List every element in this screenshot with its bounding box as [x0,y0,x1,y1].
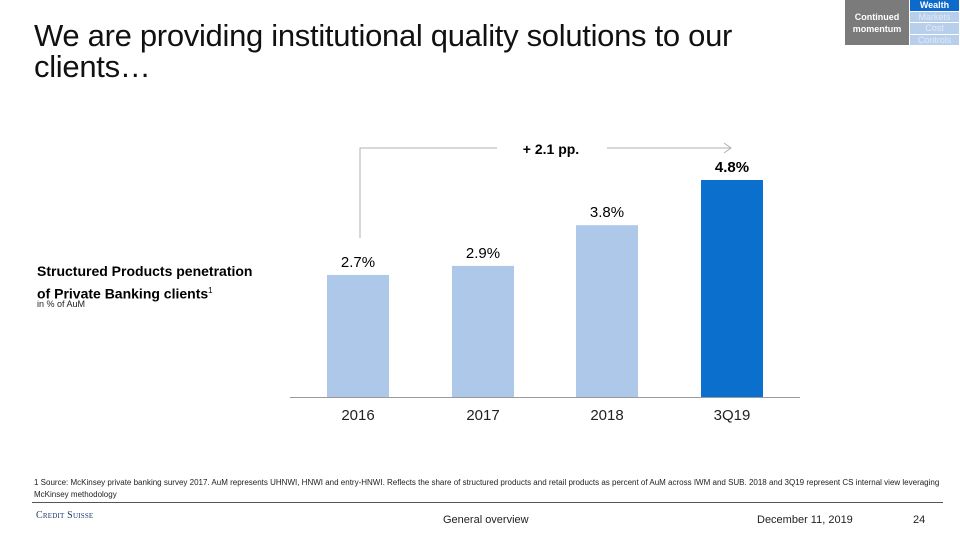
nav-item-wealth[interactable]: Wealth [910,0,959,11]
bar-2018 [576,225,638,397]
annotation-bracket [359,147,497,238]
annotation-label: + 2.1 pp. [523,141,579,157]
section-nav-box: Continued momentum Wealth Markets Cost C… [845,0,959,45]
bar-2017 [452,265,514,397]
data-label: 3.8% [590,204,624,221]
data-label: 2.7% [341,254,375,271]
page-number: 24 [913,514,926,526]
arrow-head-icon [723,142,732,154]
bar-3Q19 [701,180,763,397]
footnote-ref: 1 [208,286,213,295]
bar-2016 [327,274,389,397]
chart-description-line1: Structured Products penetration [37,263,253,279]
x-tick-label: 2017 [466,407,499,424]
footnote: 1 Source: McKinsey private banking surve… [34,478,940,499]
nav-label: Continued momentum [845,0,909,45]
data-label: 4.8% [715,159,749,176]
chart-unit: in % of AuM [37,299,86,309]
nav-item-controls[interactable]: Controls [910,34,959,45]
credit-suisse-logo: Credit Suisse [36,510,94,521]
x-tick-label: 2018 [590,407,623,424]
nav-item-markets[interactable]: Markets [910,11,959,22]
footer-date: December 11, 2019 [757,514,853,526]
footer-divider [32,502,943,503]
chart-description: Structured Products penetration of Priva… [37,261,252,304]
footer-section: General overview [443,514,529,526]
growth-annotation: + 2.1 pp. [359,141,732,238]
nav-item-cost[interactable]: Cost [910,23,959,34]
x-tick-label: 2016 [341,407,374,424]
data-label: 2.9% [466,245,500,262]
x-tick-label: 3Q19 [714,407,751,424]
page-title: We are providing institutional quality s… [34,18,733,84]
chart-description-line2: of Private Banking clients [37,285,209,302]
